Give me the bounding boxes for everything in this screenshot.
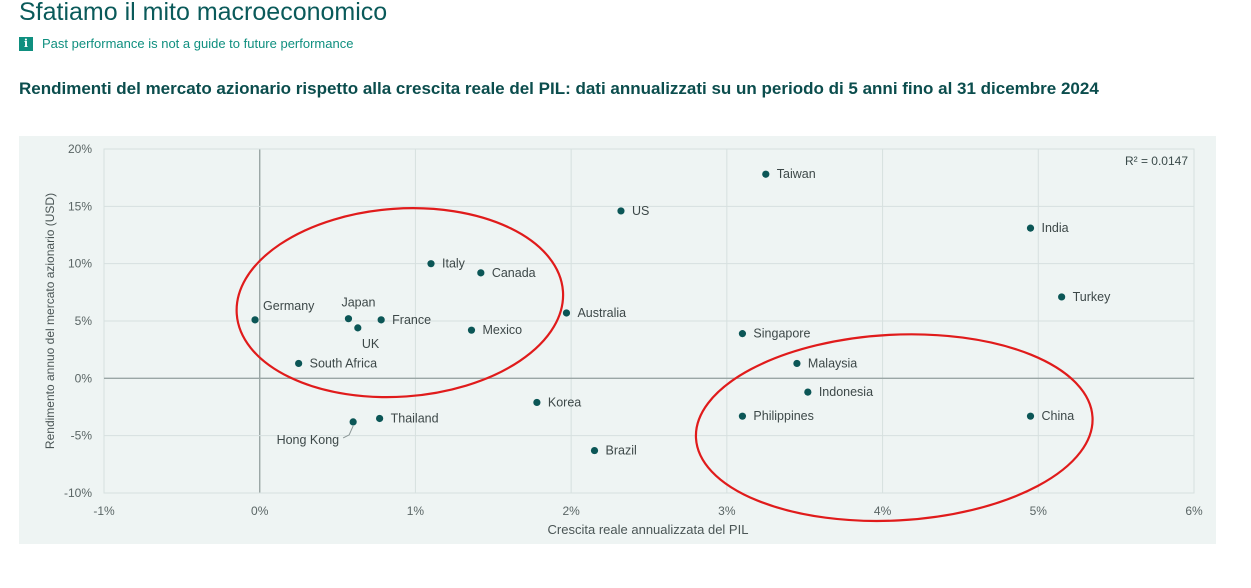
data-point-canada — [477, 269, 485, 277]
disclaimer-notice: i Past performance is not a guide to fut… — [19, 36, 353, 51]
data-point-mexico — [467, 326, 476, 334]
data-point-uk — [354, 324, 362, 332]
point-label-malaysia: Malaysia — [808, 356, 857, 370]
data-point-thailand — [376, 414, 384, 423]
data-point-turkey — [1058, 293, 1066, 301]
data-point-philippines — [738, 412, 747, 420]
data-point-hong-kong — [349, 418, 357, 426]
data-point-china — [1026, 412, 1035, 420]
y-tick-label: 0% — [75, 371, 93, 385]
point-label-indonesia: Indonesia — [819, 385, 873, 399]
data-point-japan — [344, 315, 353, 323]
data-point-south-africa — [295, 359, 303, 368]
data-point-us — [617, 207, 625, 215]
x-tick-label: 4% — [874, 504, 892, 518]
point-label-brazil: Brazil — [606, 444, 637, 458]
point-label-italy: Italy — [442, 257, 466, 271]
y-tick-label: 20% — [68, 142, 92, 156]
data-point-taiwan — [762, 170, 770, 178]
page-title: Sfatiamo il mito macroeconomico — [19, 0, 388, 26]
point-label-singapore: Singapore — [753, 327, 810, 341]
point-label-hong-kong: Hong Kong — [277, 433, 340, 447]
point-label-japan: Japan — [341, 296, 375, 310]
data-point-indonesia — [804, 388, 812, 396]
data-point-singapore — [738, 330, 747, 338]
leader-line-hong-kong — [342, 425, 354, 439]
y-tick-label: -5% — [71, 429, 93, 443]
point-label-germany: Germany — [263, 299, 315, 313]
y-tick-label: 15% — [68, 199, 92, 213]
point-label-taiwan: Taiwan — [777, 167, 816, 181]
y-tick-label: -10% — [64, 486, 92, 500]
x-tick-label: 1% — [407, 504, 425, 518]
x-tick-label: 3% — [718, 504, 736, 518]
point-label-philippines: Philippines — [753, 409, 813, 423]
point-label-korea: Korea — [548, 395, 581, 409]
data-point-malaysia — [793, 359, 801, 368]
r-squared-annotation: R² = 0.0147 — [1125, 154, 1188, 168]
point-label-turkey: Turkey — [1073, 290, 1111, 304]
point-label-australia: Australia — [577, 306, 626, 320]
point-label-thailand: Thailand — [391, 411, 439, 425]
data-point-korea — [533, 398, 541, 407]
data-point-germany — [251, 316, 259, 324]
y-axis-title: Rendimento annuo del mercato azionario (… — [43, 193, 57, 449]
chart-panel — [19, 136, 1216, 544]
x-tick-label: 6% — [1185, 504, 1203, 518]
data-point-france — [377, 316, 385, 324]
disclaimer-text: Past performance is not a guide to futur… — [42, 36, 354, 51]
point-label-france: France — [392, 313, 431, 327]
point-label-india: India — [1042, 221, 1069, 235]
x-tick-label: 2% — [562, 504, 580, 518]
chart-title: Rendimenti del mercato azionario rispett… — [19, 79, 1099, 98]
x-tick-label: 0% — [251, 504, 269, 518]
x-axis-title: Crescita reale annualizzata del PIL — [548, 522, 749, 537]
point-label-uk: UK — [362, 337, 380, 351]
y-tick-label: 5% — [75, 314, 93, 328]
y-tick-label: 10% — [68, 257, 92, 271]
x-tick-label: -1% — [93, 504, 115, 518]
highlight-ellipse-developed — [235, 207, 565, 399]
data-point-italy — [427, 260, 435, 268]
data-point-australia — [562, 309, 571, 317]
data-point-india — [1026, 224, 1035, 232]
point-label-mexico: Mexico — [482, 323, 522, 337]
point-label-us: US — [632, 204, 649, 218]
data-point-brazil — [590, 446, 599, 455]
point-label-china: China — [1042, 409, 1075, 423]
highlight-ellipse-emerging — [694, 333, 1094, 523]
info-icon: i — [19, 36, 33, 51]
point-label-canada: Canada — [492, 266, 536, 280]
point-label-south-africa: South Africa — [310, 356, 377, 370]
x-tick-label: 5% — [1030, 504, 1048, 518]
